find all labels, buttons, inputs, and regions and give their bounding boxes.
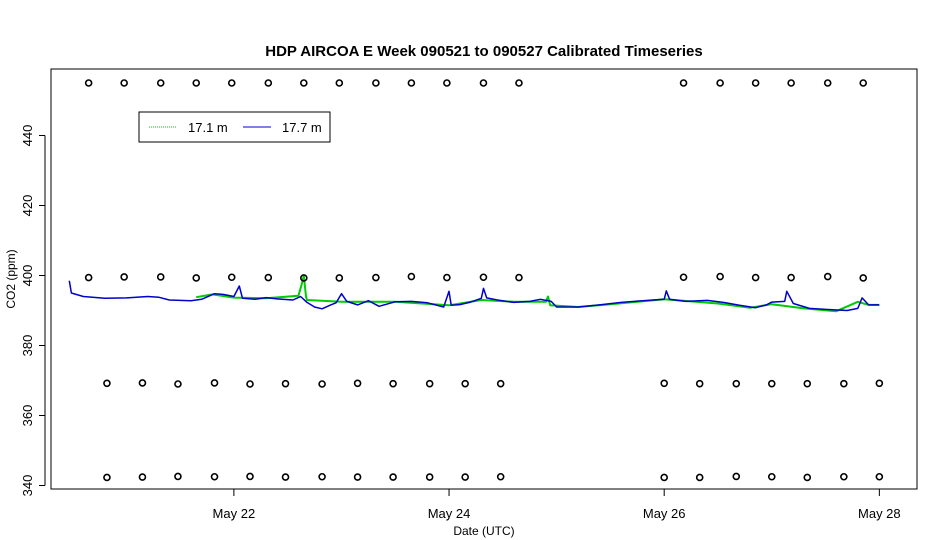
data-point-marker bbox=[443, 273, 451, 282]
data-point-marker bbox=[120, 273, 128, 281]
y-tick-label: 440 bbox=[20, 125, 35, 147]
data-point-marker bbox=[875, 472, 884, 481]
x-tick-label: May 24 bbox=[428, 506, 471, 521]
data-point-marker bbox=[767, 472, 776, 481]
data-point-marker bbox=[479, 79, 488, 87]
data-point-marker bbox=[372, 273, 380, 282]
data-point-marker bbox=[443, 79, 451, 87]
data-point-marker bbox=[210, 472, 219, 481]
data-point-marker bbox=[767, 379, 776, 388]
data-point-marker bbox=[803, 473, 812, 482]
data-point-marker bbox=[461, 473, 469, 481]
data-point-marker bbox=[875, 379, 884, 388]
data-point-marker bbox=[318, 380, 326, 388]
data-point-marker bbox=[300, 274, 308, 282]
y-axis-label: CO2 (ppm) bbox=[4, 249, 18, 308]
data-point-marker bbox=[84, 79, 93, 87]
data-point-marker bbox=[372, 79, 380, 87]
data-point-marker bbox=[281, 379, 290, 388]
data-point-marker bbox=[138, 473, 147, 481]
data-point-marker bbox=[389, 379, 397, 388]
data-point-marker bbox=[461, 379, 469, 388]
data-point-marker bbox=[859, 274, 868, 282]
data-point-marker bbox=[716, 79, 724, 87]
x-axis: May 22 May 24 May 26 May 28 bbox=[213, 488, 901, 521]
legend-label-blue: 17.7 m bbox=[282, 120, 322, 135]
data-point-marker bbox=[823, 272, 832, 281]
legend: 17.1 m 17.7 m bbox=[138, 111, 331, 143]
data-point-marker bbox=[353, 379, 362, 388]
data-point-marker bbox=[803, 379, 812, 388]
x-axis-label: Date (UTC) bbox=[453, 524, 514, 538]
data-point-marker bbox=[660, 379, 668, 388]
series-line-17-1m bbox=[196, 274, 880, 313]
data-point-marker bbox=[660, 473, 668, 482]
data-point-marker bbox=[156, 273, 165, 281]
data-point-marker bbox=[389, 473, 397, 481]
data-point-marker bbox=[515, 79, 523, 87]
data-point-marker bbox=[751, 79, 760, 87]
y-tick-label: 400 bbox=[20, 265, 35, 287]
data-point-marker bbox=[496, 472, 505, 481]
data-point-marker bbox=[210, 379, 219, 387]
data-point-marker bbox=[227, 79, 236, 87]
data-point-marker bbox=[246, 380, 254, 388]
data-point-marker bbox=[103, 473, 111, 482]
data-point-marker bbox=[318, 472, 326, 481]
y-tick-label: 420 bbox=[20, 195, 35, 217]
data-point-marker bbox=[264, 79, 273, 87]
data-point-marker bbox=[695, 379, 704, 388]
x-tick-label: May 22 bbox=[213, 506, 256, 521]
data-point-marker bbox=[407, 272, 416, 281]
data-point-marker bbox=[264, 273, 273, 282]
data-point-marker bbox=[716, 272, 724, 281]
data-point-marker bbox=[732, 472, 741, 481]
data-point-marker bbox=[246, 472, 254, 481]
data-point-marker bbox=[174, 380, 182, 388]
x-tick-label: May 26 bbox=[643, 506, 686, 521]
data-point-marker bbox=[679, 79, 688, 87]
data-point-marker bbox=[353, 473, 362, 481]
data-point-marker bbox=[335, 79, 344, 87]
data-point-marker bbox=[120, 79, 128, 87]
x-tick-label: May 28 bbox=[858, 506, 901, 521]
data-point-marker bbox=[425, 473, 434, 481]
y-tick-label: 340 bbox=[20, 475, 35, 497]
data-point-marker bbox=[695, 473, 704, 482]
data-point-marker bbox=[174, 472, 182, 481]
y-axis: 340 360 380 400 420 440 bbox=[20, 125, 46, 497]
data-point-marker bbox=[281, 473, 290, 481]
data-point-marker bbox=[787, 273, 795, 282]
legend-label-green: 17.1 m bbox=[188, 120, 228, 135]
y-tick-label: 380 bbox=[20, 335, 35, 357]
data-point-marker bbox=[227, 273, 236, 282]
legend-box bbox=[138, 111, 331, 143]
y-tick-label: 360 bbox=[20, 405, 35, 427]
data-point-marker bbox=[840, 472, 848, 481]
data-point-marker bbox=[103, 379, 111, 388]
data-point-marker bbox=[138, 379, 147, 387]
data-point-marker bbox=[156, 79, 165, 87]
data-point-marker bbox=[335, 274, 344, 282]
plot-area bbox=[68, 79, 884, 482]
data-point-marker bbox=[425, 379, 434, 388]
data-point-marker bbox=[732, 379, 741, 388]
data-point-marker bbox=[840, 379, 848, 388]
data-point-marker bbox=[407, 79, 416, 87]
data-point-marker bbox=[751, 273, 760, 282]
data-point-marker bbox=[192, 79, 201, 87]
data-point-marker bbox=[823, 79, 832, 87]
data-point-marker bbox=[515, 273, 523, 282]
data-point-marker bbox=[859, 79, 868, 87]
data-point-marker bbox=[496, 379, 505, 388]
data-point-marker bbox=[84, 273, 93, 282]
data-point-marker bbox=[479, 273, 488, 282]
data-point-marker bbox=[787, 79, 795, 87]
chart-title: HDP AIRCOA E Week 090521 to 090527 Calib… bbox=[265, 43, 702, 60]
data-point-marker bbox=[679, 273, 688, 282]
series-line-17-7m bbox=[68, 280, 880, 312]
data-point-marker bbox=[192, 274, 201, 282]
data-point-marker bbox=[300, 79, 308, 87]
